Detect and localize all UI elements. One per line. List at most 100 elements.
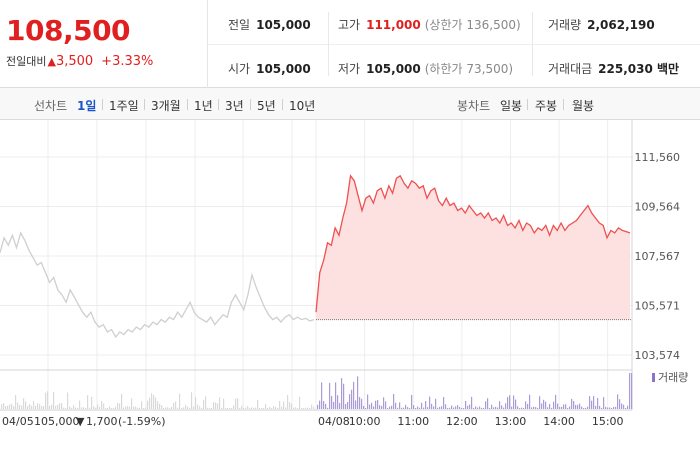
price-change: 전일대비▲3,500 +3.33% xyxy=(6,53,153,69)
volume-bar xyxy=(337,395,339,409)
prev-close-label: 105,000 xyxy=(34,415,80,428)
volume-bar xyxy=(171,407,173,409)
volume-bar xyxy=(335,382,337,409)
tab-1y[interactable]: 1년 xyxy=(194,99,213,113)
tab-monthly-candle[interactable]: 월봉 xyxy=(572,99,595,113)
tab-3m[interactable]: 3개월 xyxy=(151,99,181,113)
volume-bar xyxy=(187,406,189,409)
volume-bar xyxy=(265,404,267,409)
volume-bar xyxy=(115,406,117,409)
volume-bar xyxy=(301,407,303,409)
volume-bar xyxy=(7,405,9,409)
volume-bar xyxy=(323,400,325,409)
volume-bar xyxy=(45,392,47,409)
tab-5y[interactable]: 5년 xyxy=(257,99,276,113)
volume-bar xyxy=(185,404,187,409)
volume-bar xyxy=(217,403,219,409)
volume-bar xyxy=(393,393,395,409)
volume-bar xyxy=(447,407,449,409)
volume-bar xyxy=(577,404,579,409)
volume-bar xyxy=(85,407,87,409)
tab-weekly-candle[interactable]: 주봉 xyxy=(535,99,558,113)
tab-divider xyxy=(218,99,219,110)
volume-bar xyxy=(567,407,569,409)
volume-bar xyxy=(273,406,275,409)
volume-bar xyxy=(215,402,217,409)
stat-high: 고가 111,000 (상한가 136,500) xyxy=(338,18,521,32)
volume-bar xyxy=(537,407,539,409)
today-price-line xyxy=(315,174,631,313)
volume-bar xyxy=(513,395,515,409)
volume-bar xyxy=(303,407,305,409)
volume-bar xyxy=(221,407,223,409)
volume-bar xyxy=(435,398,437,409)
volume-bar xyxy=(81,407,83,409)
volume-bar xyxy=(159,403,161,409)
volume-bar xyxy=(551,407,553,409)
volume-bar xyxy=(277,408,279,409)
volume-bar xyxy=(459,406,461,409)
volume-bar xyxy=(415,407,417,409)
stat-volume: 거래량 2,062,190 xyxy=(548,18,655,32)
volume-bar xyxy=(411,394,413,409)
volume-bar xyxy=(353,381,355,409)
volume-bar xyxy=(429,396,431,409)
volume-bar xyxy=(291,403,293,409)
volume-bar xyxy=(17,402,19,409)
volume-bar xyxy=(133,406,135,409)
volume-bar xyxy=(285,407,287,409)
volume-bar xyxy=(571,398,573,409)
volume-bar xyxy=(511,406,513,409)
volume-bar xyxy=(367,394,369,409)
volume-bar xyxy=(305,407,307,409)
volume-bar xyxy=(529,394,531,409)
prev-day-price-line xyxy=(0,231,315,339)
volume-bar xyxy=(65,407,67,409)
volume-bar xyxy=(247,406,249,409)
volume-bar xyxy=(293,407,295,409)
volume-bar xyxy=(143,407,145,409)
volume-bar xyxy=(61,403,63,409)
volume-bar xyxy=(31,405,33,409)
volume-bar xyxy=(333,401,335,409)
volume-bar xyxy=(77,407,79,409)
volume-bar xyxy=(585,407,587,409)
stats-divider xyxy=(532,12,533,76)
volume-bar xyxy=(225,407,227,409)
volume-bar xyxy=(139,407,141,409)
volume-bar xyxy=(383,397,385,409)
volume-bar xyxy=(467,405,469,409)
down-arrow-icon: ▼ xyxy=(76,415,85,428)
tab-1d[interactable]: 1일 xyxy=(77,99,97,113)
volume-bar xyxy=(557,403,559,409)
stats-divider xyxy=(328,12,329,76)
tab-3y[interactable]: 3년 xyxy=(225,99,244,113)
volume-bar xyxy=(67,392,69,409)
volume-bar xyxy=(25,401,27,409)
volume-bar xyxy=(399,402,401,409)
prev-pct-label: (-1.59%) xyxy=(118,415,166,428)
volume-bar xyxy=(521,407,523,409)
volume-bar xyxy=(339,403,341,409)
volume-bar xyxy=(491,404,493,409)
tab-10y[interactable]: 10년 xyxy=(289,99,316,113)
volume-bar xyxy=(325,403,327,409)
tab-divider xyxy=(102,99,103,110)
volume-bar xyxy=(223,398,225,409)
volume-bar xyxy=(547,407,549,409)
volume-bar xyxy=(91,396,93,409)
volume-bar xyxy=(535,407,537,409)
volume-bar xyxy=(421,402,423,409)
volume-bar xyxy=(515,399,517,409)
volume-bar xyxy=(581,406,583,409)
volume-bar xyxy=(15,395,17,409)
tab-1w[interactable]: 1주일 xyxy=(109,99,139,113)
volume-bar xyxy=(169,407,171,409)
today-date-label: 04/08 xyxy=(318,415,350,428)
tab-daily-candle[interactable]: 일봉 xyxy=(500,99,523,113)
volume-bar xyxy=(263,408,265,409)
volume-bar xyxy=(93,406,95,409)
volume-bar xyxy=(123,407,125,409)
volume-bar xyxy=(75,407,77,409)
line-chart-label: 선차트 xyxy=(34,99,68,113)
